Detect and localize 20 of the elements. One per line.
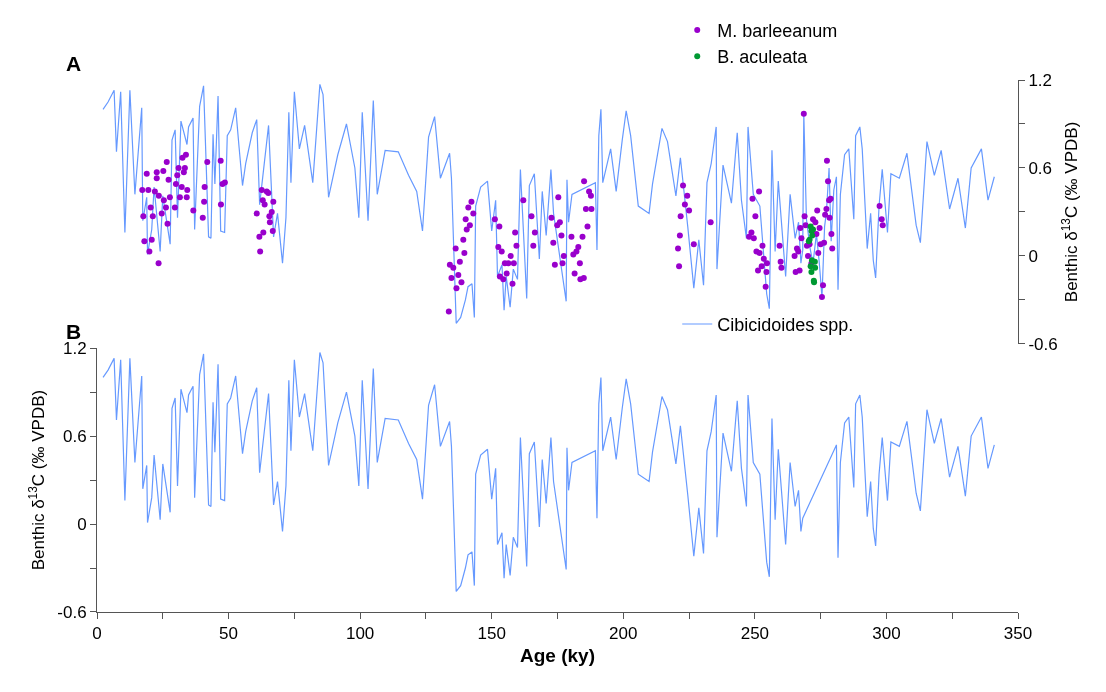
legend-label: B. aculeata (717, 47, 809, 68)
y2-tick-label: 1.2 (1028, 70, 1053, 90)
x-tick-label: 150 (477, 624, 506, 644)
x-tick-label: 350 (1003, 624, 1033, 644)
x-tick-label: 300 (872, 624, 901, 644)
text: A (66, 52, 82, 75)
y2-tick-label: 0.6 (1028, 158, 1053, 178)
x-tick-label: 50 (219, 624, 239, 644)
legend-label: M. barleeanum (717, 20, 838, 41)
x-tick-label: 250 (740, 624, 770, 644)
x-tick-label: 200 (609, 624, 638, 644)
y2-tick-label: 0 (1028, 246, 1038, 266)
x-tick-label: 0 (92, 624, 102, 644)
x-tick-label: 100 (345, 624, 375, 644)
legend-label: Cibicidoides spp. (717, 315, 854, 336)
y-tick-label: -0.6 (57, 602, 87, 622)
x-axis-title: Age (ky) (520, 645, 595, 667)
y2-tick-label: -0.6 (1028, 334, 1058, 354)
y-tick-label: 0.6 (62, 427, 87, 447)
y-tick-label: 0 (77, 514, 87, 534)
